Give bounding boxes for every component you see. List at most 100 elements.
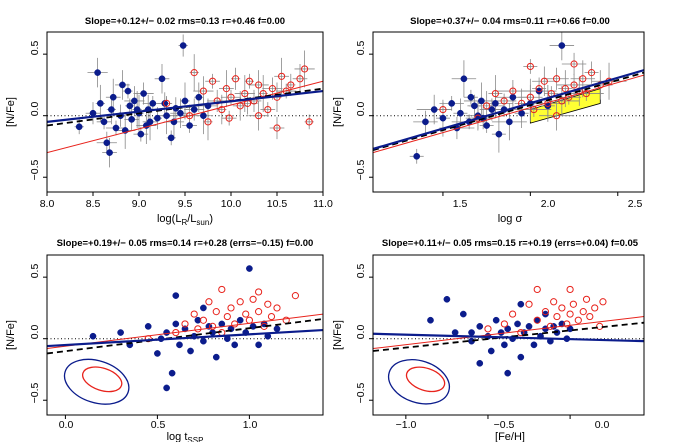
data-point-red: [563, 320, 571, 328]
data-point-blue: [439, 114, 447, 122]
x-axis: 1.5 2.0 2.5: [442, 192, 643, 210]
x-tick-label: 0.5: [151, 419, 166, 431]
data-point-red: [566, 310, 574, 318]
data-point-red: [255, 288, 263, 296]
panel-title: Slope=+0.12+/− 0.02 rms=0.13 r=+0.46 f=0…: [85, 16, 285, 27]
data-point-red: [540, 77, 548, 85]
data-point-blue: [117, 329, 124, 336]
data-point-blue: [109, 93, 117, 101]
data-point-red: [552, 75, 561, 83]
data-point-red: [194, 325, 202, 333]
black-dashed-fit-line: [47, 318, 323, 355]
data-point-blue: [144, 323, 152, 330]
data-point-red: [582, 89, 590, 98]
data-point-red: [222, 85, 230, 93]
red-fit-line: [373, 74, 644, 154]
plot-clip: [373, 285, 644, 405]
data-point-red: [232, 75, 240, 83]
data-point-blue: [179, 42, 187, 49]
black-dashed-fit-line: [373, 321, 644, 352]
data-point-blue: [487, 347, 495, 355]
data-point-red: [241, 89, 249, 98]
data-point-red: [296, 75, 304, 83]
plot-clip: [47, 265, 323, 405]
panel-sigma: Slope=+0.37+/− 0.04 rms=0.11 r=+0.66 f=0…: [332, 16, 645, 225]
data-point-blue: [451, 329, 459, 336]
x-tick-label: 0.0: [59, 419, 74, 431]
data-point-red: [541, 308, 550, 316]
y-tick-label: 0.5: [29, 264, 41, 279]
data-point-blue: [504, 369, 512, 377]
data-point-red: [264, 300, 272, 308]
panel-luminosity: Slope=+0.12+/− 0.02 rms=0.13 r=+0.46 f=0…: [5, 16, 333, 227]
plot-frame: [372, 31, 645, 193]
x-tick-label: 10.5: [267, 198, 288, 210]
data-point-blue: [172, 292, 180, 299]
data-point-blue: [427, 316, 434, 324]
data-point-blue: [476, 359, 484, 367]
data-point-blue: [467, 93, 475, 101]
data-point-red: [267, 312, 276, 321]
data-point-red: [273, 304, 281, 312]
data-point-red: [213, 97, 221, 105]
x-axis-label: log σ: [498, 213, 523, 225]
data-point-red: [579, 308, 587, 316]
x-tick-label: 2.5: [628, 198, 643, 210]
data-point-blue: [506, 118, 513, 126]
data-point-red: [212, 308, 220, 316]
data-point-blue: [517, 300, 525, 308]
data-point-red: [227, 304, 235, 312]
plot-frame: [372, 254, 645, 416]
data-point-blue: [471, 102, 478, 110]
data-point-red: [236, 298, 244, 306]
data-point-red: [245, 316, 253, 324]
data-point-red: [599, 298, 607, 306]
data-point-red: [255, 112, 263, 120]
data-point-red: [553, 312, 561, 321]
data-point-blue: [75, 123, 83, 131]
data-point-red: [287, 81, 295, 89]
data-point-red: [181, 320, 189, 328]
data-point-blue: [100, 118, 108, 126]
y-axis-label: [N/Fe]: [5, 320, 17, 350]
y-tick-label: −0.5: [355, 159, 367, 180]
data-point-blue: [163, 112, 170, 120]
y-tick-label: 0.5: [355, 41, 367, 56]
data-point-blue: [448, 100, 456, 107]
data-point-blue: [158, 75, 166, 83]
data-point-blue: [430, 106, 438, 113]
x-tick-label: 0.0: [595, 419, 610, 431]
data-point-red: [209, 77, 217, 85]
y-tick-label: 0.0: [29, 325, 41, 340]
blue-fit-line: [47, 328, 323, 348]
data-point-red: [500, 97, 508, 105]
data-point-blue: [525, 323, 533, 330]
data-point-blue: [167, 134, 175, 142]
data-point-blue: [200, 112, 207, 120]
data-point-blue: [177, 109, 184, 117]
y-tick-label: −0.5: [355, 382, 367, 403]
data-point-blue: [200, 337, 207, 345]
data-point-blue: [97, 100, 104, 107]
data-point-blue: [476, 323, 484, 330]
data-point-red: [249, 295, 257, 303]
data-point-blue: [106, 149, 113, 156]
data-point-red: [209, 322, 217, 330]
data-point-blue: [497, 329, 505, 336]
data-point-blue: [181, 325, 189, 333]
data-point-red: [579, 75, 587, 83]
data-point-blue: [542, 310, 549, 318]
data-point-blue: [468, 329, 475, 336]
data-point-red: [546, 322, 554, 330]
data-point-blue: [172, 320, 180, 328]
data-point-blue: [190, 106, 198, 113]
x-tick-label: 11.0: [313, 198, 333, 210]
data-point-red: [190, 69, 198, 77]
data-point-blue: [255, 341, 262, 349]
data-point-blue: [517, 353, 525, 361]
x-tick-label: 10.0: [221, 198, 242, 210]
data-point-blue: [212, 353, 220, 361]
panel-metallicity: Slope=+0.11+/− 0.05 rms=0.15 r=+0.19 (er…: [332, 238, 645, 442]
data-point-blue: [509, 93, 517, 101]
